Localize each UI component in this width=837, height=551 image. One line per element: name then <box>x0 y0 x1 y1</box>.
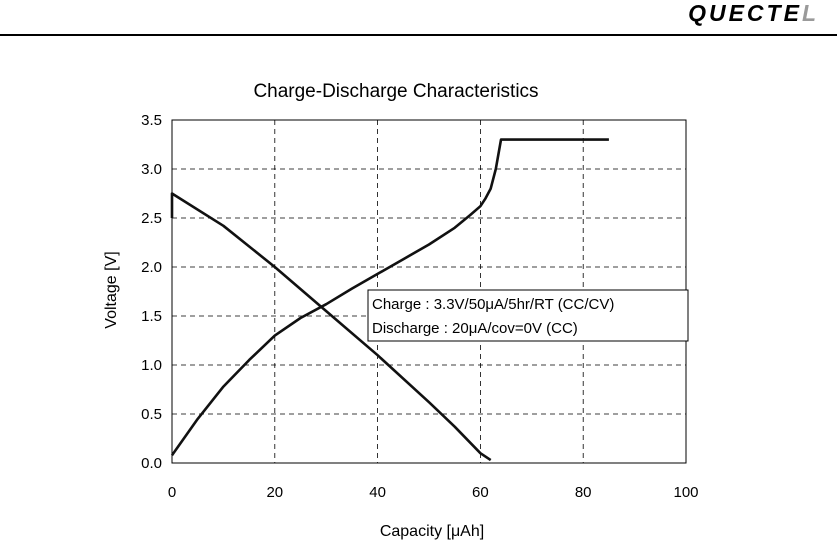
x-axis-label: Capacity [μAh] <box>380 523 484 540</box>
x-tick-label: 80 <box>575 484 592 501</box>
x-tick-label: 0 <box>168 484 176 501</box>
y-tick-label: 1.0 <box>141 357 162 374</box>
y-tick-label: 0.5 <box>141 406 162 423</box>
y-tick-label: 1.5 <box>141 308 162 325</box>
y-tick-label: 2.0 <box>141 259 162 276</box>
charge-curve <box>170 138 609 456</box>
x-tick-label: 100 <box>673 484 698 501</box>
chart-title: Charge-Discharge Characteristics <box>253 81 538 102</box>
legend-frame <box>367 289 689 342</box>
y-tick-label: 3.5 <box>141 112 162 129</box>
legend-charge-label: Charge : 3.3V/50μA/5hr/RT (CC/CV) <box>372 296 614 313</box>
x-tick-label: 40 <box>369 484 386 501</box>
quectel-logo: QUECTEL <box>688 0 819 30</box>
tick-labels: 0 20 40 60 80 100 0.0 0.5 1.0 1.5 2.0 2.5 3.0 3.5 <box>141 112 698 501</box>
logo-main-text: QUECTE <box>688 0 802 26</box>
x-tick-label: 20 <box>266 484 283 501</box>
y-tick-label: 3.0 <box>141 161 162 178</box>
discharge-curve <box>170 192 492 462</box>
x-tick-label: 60 <box>472 484 489 501</box>
legend-box: Charge : 3.3V/50μA/5hr/RT (CC/CV) Discha… <box>367 289 689 342</box>
y-tick-label: 0.0 <box>141 455 162 472</box>
legend-discharge-label: Discharge : 20μA/cov=0V (CC) <box>372 320 578 337</box>
header-divider <box>0 34 837 36</box>
logo-accent-letter: L <box>801 0 819 26</box>
y-axis-label: Voltage [V] <box>103 251 120 328</box>
series-layer <box>170 138 609 462</box>
y-tick-label: 2.5 <box>141 210 162 227</box>
